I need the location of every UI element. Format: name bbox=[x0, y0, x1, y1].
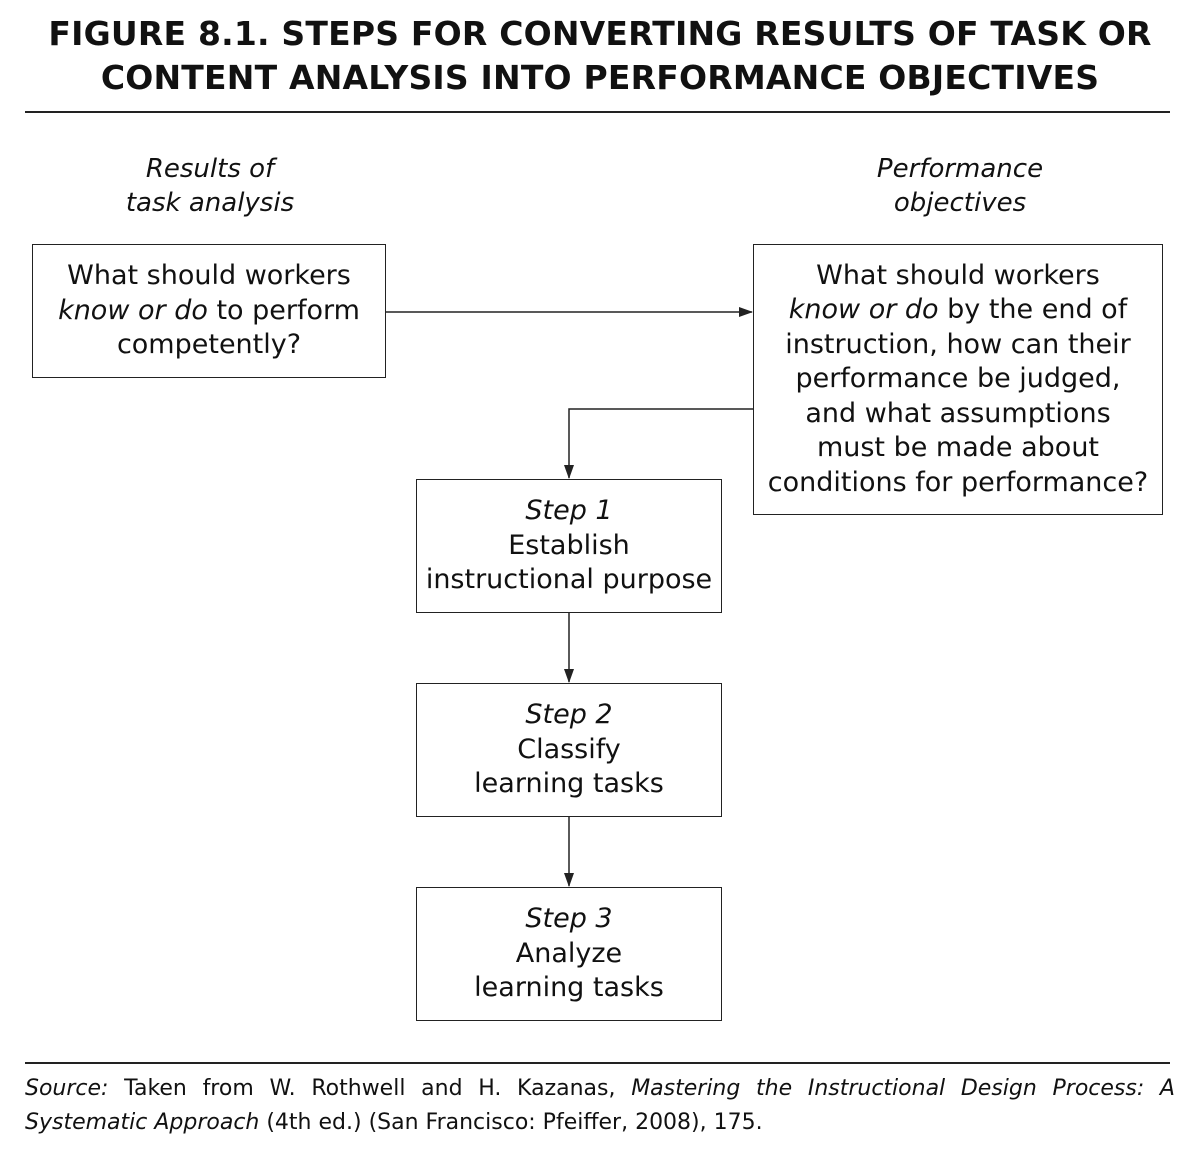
bottom-rule bbox=[25, 1062, 1170, 1064]
box-task-analysis: What should workers know or do to perfor… bbox=[32, 244, 386, 378]
label-performance-objectives: Performance objectives bbox=[810, 152, 1110, 220]
step-3-line-1: Analyze bbox=[515, 937, 623, 969]
box-objectives-line-1: What should workers bbox=[816, 259, 1100, 291]
box-objectives-line-4: performance be judged, bbox=[795, 363, 1121, 395]
step-1-line-1: Establish bbox=[508, 529, 630, 561]
label-right-line-2: objectives bbox=[893, 188, 1027, 218]
arrow-objectives-to-step-1 bbox=[564, 408, 753, 479]
box-performance-objectives: What should workers know or do by the en… bbox=[753, 244, 1163, 515]
label-left-line-1: Results of bbox=[145, 154, 275, 184]
box-objectives-emphasis: know or do bbox=[788, 294, 939, 326]
box-task-analysis-emphasis: know or do bbox=[58, 294, 208, 326]
label-right-line-1: Performance bbox=[876, 154, 1044, 184]
step-2-line-1: Classify bbox=[517, 733, 621, 765]
source-citation: Source: Taken from W. Rothwell and H. Ka… bbox=[25, 1072, 1175, 1140]
box-objectives-line-2-rest: by the end of bbox=[938, 294, 1128, 326]
step-1-label: Step 1 bbox=[525, 495, 613, 527]
box-objectives-line-5: and what assumptions bbox=[805, 397, 1111, 429]
box-objectives-line-7: conditions for performance? bbox=[767, 466, 1149, 498]
source-text-1: Taken from W. Rothwell and H. Kazanas, bbox=[108, 1076, 632, 1101]
box-objectives-line-2: know or do by the end of bbox=[768, 293, 1148, 328]
source-book-title: Mastering the Instructional Design Proce… bbox=[25, 1076, 1175, 1135]
box-objectives-line-3: instruction, how can their bbox=[785, 328, 1131, 360]
label-left-line-2: task analysis bbox=[125, 188, 295, 218]
figure-title-line-1: FIGURE 8.1. STEPS FOR CONVERTING RESULTS… bbox=[48, 14, 1152, 53]
box-task-analysis-line-2: know or do to perform bbox=[58, 294, 360, 329]
figure-title: FIGURE 8.1. STEPS FOR CONVERTING RESULTS… bbox=[0, 12, 1200, 100]
box-step-3: Step 3 Analyze learning tasks bbox=[416, 887, 722, 1021]
source-text-2: (4th ed.) (San Francisco: Pfeiffer, 2008… bbox=[259, 1110, 763, 1135]
step-1-line-2: instructional purpose bbox=[425, 564, 713, 596]
step-3-label: Step 3 bbox=[525, 903, 613, 935]
box-task-analysis-line-1: What should workers bbox=[67, 260, 351, 292]
source-label: Source: bbox=[25, 1076, 109, 1101]
box-task-analysis-line-3: competently? bbox=[116, 329, 302, 361]
top-rule bbox=[25, 111, 1170, 113]
figure-title-line-2: CONTENT ANALYSIS INTO PERFORMANCE OBJECT… bbox=[100, 58, 1100, 97]
step-3-line-2: learning tasks bbox=[474, 972, 664, 1004]
step-2-line-2: learning tasks bbox=[474, 768, 664, 800]
box-step-1: Step 1 Establish instructional purpose bbox=[416, 479, 722, 613]
box-task-analysis-line-2-rest: to perform bbox=[207, 294, 360, 326]
label-results-of-task-analysis: Results of task analysis bbox=[60, 152, 360, 220]
step-2-label: Step 2 bbox=[525, 699, 613, 731]
box-step-2: Step 2 Classify learning tasks bbox=[416, 683, 722, 817]
box-objectives-line-6: must be made about bbox=[816, 432, 1100, 464]
